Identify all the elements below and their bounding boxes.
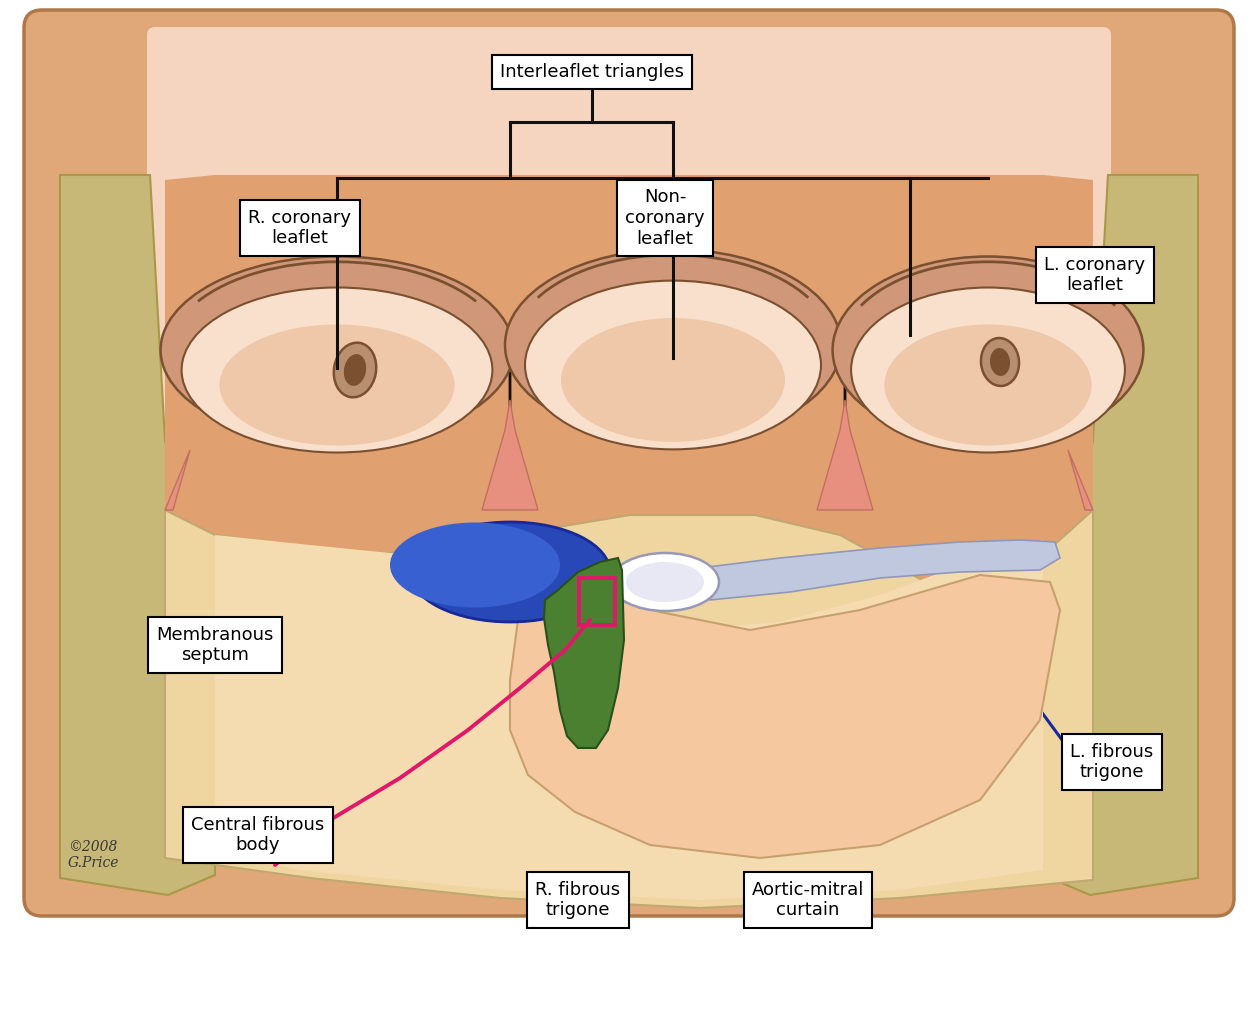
Ellipse shape	[561, 318, 785, 442]
Ellipse shape	[219, 325, 454, 446]
Polygon shape	[1068, 450, 1093, 510]
Ellipse shape	[333, 342, 376, 398]
Polygon shape	[543, 558, 624, 748]
Polygon shape	[215, 535, 1043, 900]
Text: Central fibrous
body: Central fibrous body	[191, 816, 325, 855]
FancyBboxPatch shape	[24, 10, 1234, 916]
Polygon shape	[1043, 175, 1198, 895]
Ellipse shape	[884, 325, 1092, 446]
Polygon shape	[165, 450, 190, 510]
Ellipse shape	[990, 348, 1010, 376]
Polygon shape	[165, 175, 1093, 590]
Polygon shape	[482, 400, 538, 510]
Polygon shape	[694, 540, 1060, 600]
Text: ©2008
G.Price: ©2008 G.Price	[68, 840, 120, 870]
Text: R. fibrous
trigone: R. fibrous trigone	[536, 880, 620, 919]
Ellipse shape	[161, 256, 513, 444]
Ellipse shape	[410, 522, 610, 622]
Polygon shape	[60, 175, 215, 895]
Ellipse shape	[504, 249, 842, 441]
Text: L. fibrous
trigone: L. fibrous trigone	[1071, 742, 1154, 781]
Polygon shape	[509, 575, 1060, 858]
Text: Aortic-mitral
curtain: Aortic-mitral curtain	[752, 880, 864, 919]
Ellipse shape	[525, 281, 821, 449]
Text: L. coronary
leaflet: L. coronary leaflet	[1044, 255, 1146, 294]
Ellipse shape	[833, 256, 1144, 444]
Text: R. coronary
leaflet: R. coronary leaflet	[249, 209, 351, 247]
Ellipse shape	[181, 287, 492, 452]
Ellipse shape	[626, 562, 704, 602]
Ellipse shape	[390, 523, 560, 608]
Ellipse shape	[343, 354, 366, 385]
Ellipse shape	[981, 338, 1019, 386]
Text: Non-
coronary
leaflet: Non- coronary leaflet	[625, 189, 704, 248]
Text: Membranous
septum: Membranous septum	[156, 625, 274, 664]
Polygon shape	[816, 400, 873, 510]
FancyBboxPatch shape	[147, 27, 1111, 503]
Ellipse shape	[852, 287, 1125, 452]
Ellipse shape	[611, 554, 720, 611]
Text: Interleaflet triangles: Interleaflet triangles	[499, 63, 684, 81]
Polygon shape	[165, 510, 1093, 908]
